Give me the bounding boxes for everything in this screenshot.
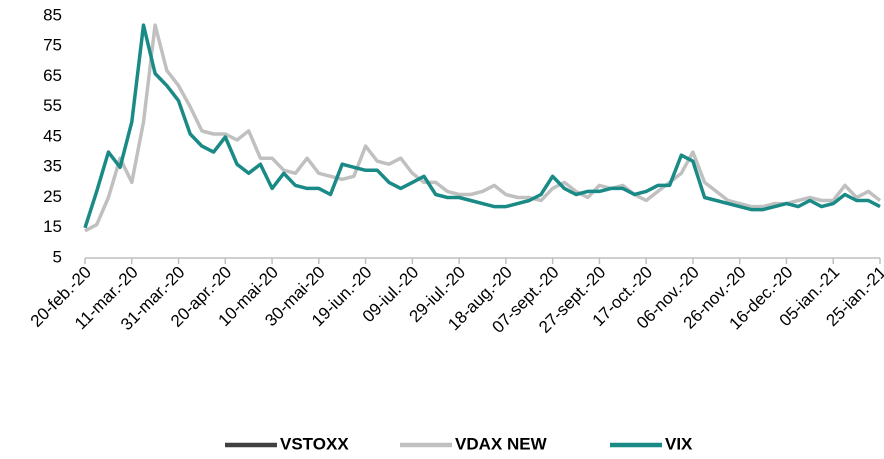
y-tick-label: 35 bbox=[43, 157, 62, 176]
series-line bbox=[83, 23, 881, 229]
series-line bbox=[84, 23, 882, 233]
y-tick-label: 65 bbox=[43, 66, 62, 85]
y-tick-label: 55 bbox=[43, 96, 62, 115]
y-tick-label: 85 bbox=[43, 5, 62, 24]
legend-label: VSTOXX bbox=[280, 434, 349, 453]
y-tick-label: 15 bbox=[43, 217, 62, 236]
legend-label: VIX bbox=[665, 434, 693, 453]
y-tick-label: 75 bbox=[43, 36, 62, 55]
legend-label: VDAX NEW bbox=[455, 434, 548, 453]
y-tick-label: 25 bbox=[43, 187, 62, 206]
y-tick-label: 5 bbox=[53, 247, 62, 266]
y-tick-label: 45 bbox=[43, 126, 62, 145]
